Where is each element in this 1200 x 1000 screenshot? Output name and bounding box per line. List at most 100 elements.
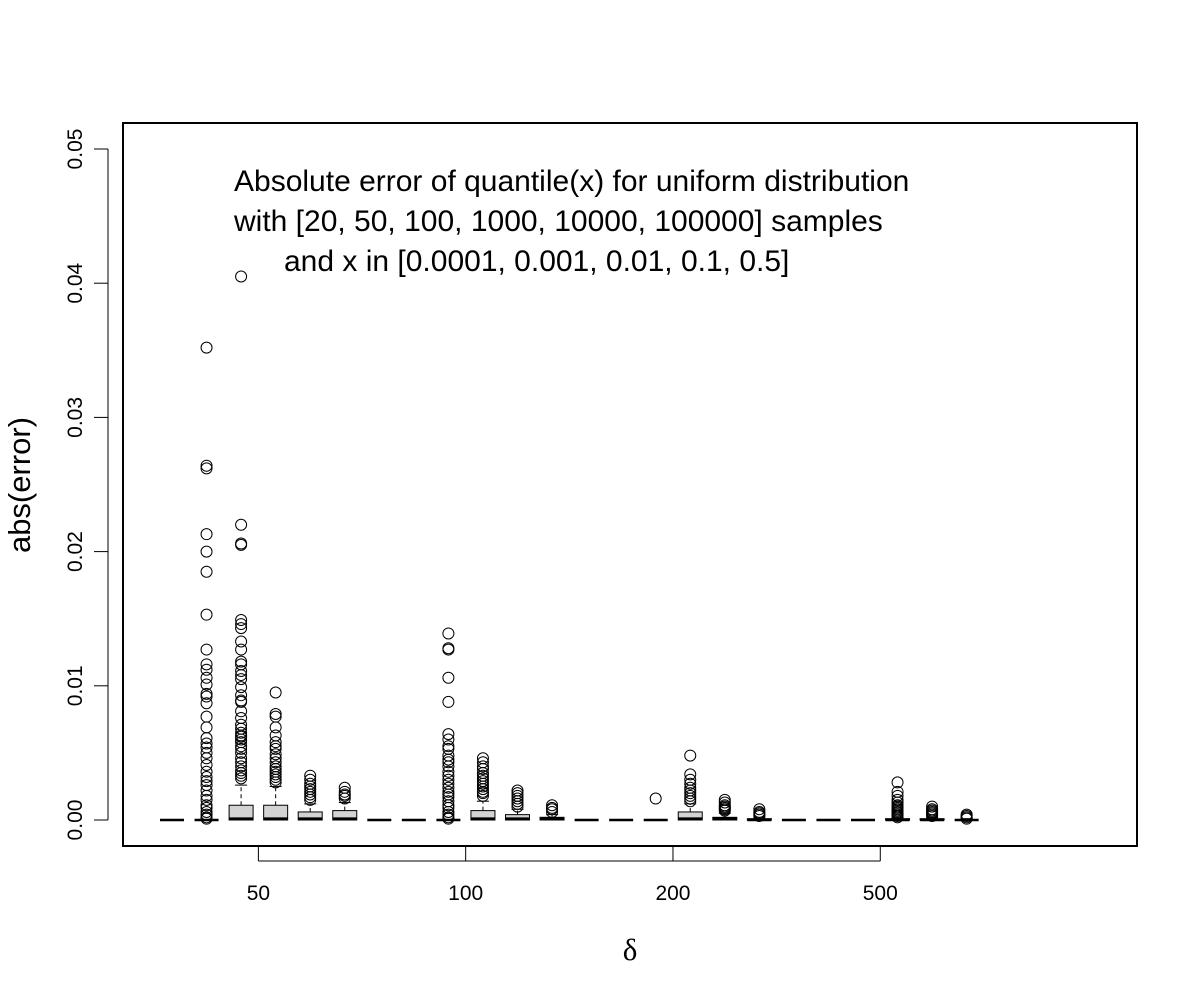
outlier-point bbox=[442, 760, 455, 773]
outlier-point bbox=[235, 733, 248, 746]
outlier-point bbox=[200, 793, 213, 806]
outlier-point bbox=[442, 812, 455, 825]
outlier-point bbox=[200, 765, 213, 778]
outlier-point bbox=[269, 756, 282, 769]
x-axis-label: δ bbox=[623, 932, 638, 967]
outlier-point bbox=[235, 742, 248, 755]
outlier-point bbox=[200, 746, 213, 759]
outlier-point bbox=[338, 785, 351, 798]
y-tick-label: 0.03 bbox=[64, 397, 87, 438]
outlier-point bbox=[304, 788, 317, 801]
outlier-point bbox=[442, 753, 455, 766]
boxplot-50-1 bbox=[194, 341, 219, 825]
outlier-point bbox=[546, 803, 559, 816]
outlier-point bbox=[684, 787, 697, 800]
y-tick-label: 0.02 bbox=[64, 531, 87, 572]
outlier-point bbox=[235, 538, 248, 551]
y-axis: 0.00 0.01 0.02 0.03 0.04 0.05 bbox=[64, 129, 109, 840]
outlier-point bbox=[684, 795, 697, 808]
outlier-point bbox=[442, 799, 455, 812]
x-tick-label: 50 bbox=[247, 882, 270, 905]
outlier-point bbox=[235, 270, 248, 283]
outlier-point bbox=[235, 655, 248, 668]
outlier-point bbox=[511, 800, 524, 813]
outlier-point bbox=[476, 783, 489, 796]
outlier-point bbox=[235, 730, 248, 743]
outlier-point bbox=[235, 769, 248, 782]
outlier-point bbox=[649, 792, 662, 805]
outlier-point bbox=[304, 793, 317, 806]
chart-title-line-2: with [20, 50, 100, 1000, 10000, 100000] … bbox=[233, 205, 883, 238]
outlier-point bbox=[718, 804, 731, 817]
outlier-point bbox=[200, 690, 213, 703]
outlier-point bbox=[200, 678, 213, 691]
outlier-point bbox=[442, 733, 455, 746]
outlier-point bbox=[200, 812, 213, 825]
boxplot-50-4 bbox=[297, 769, 323, 821]
boxplot-200-3 bbox=[677, 749, 703, 821]
outlier-point bbox=[684, 792, 697, 805]
outlier-point bbox=[235, 622, 248, 635]
x-axis: 50 100 200 500 bbox=[247, 847, 898, 905]
outlier-point bbox=[891, 811, 904, 824]
outlier-point bbox=[200, 737, 213, 750]
outlier-point bbox=[235, 712, 248, 725]
boxplot-100-3 bbox=[470, 752, 496, 821]
outlier-point bbox=[546, 805, 559, 818]
outlier-point bbox=[753, 803, 766, 816]
chart-title-line-1: Absolute error of quantile(x) for unifor… bbox=[234, 165, 909, 198]
outlier-point bbox=[442, 781, 455, 794]
outlier-point bbox=[269, 710, 282, 723]
outlier-point bbox=[684, 789, 697, 802]
outlier-point bbox=[269, 707, 282, 720]
boxplot-50-5 bbox=[332, 781, 358, 821]
outlier-point bbox=[200, 771, 213, 784]
outlier-point bbox=[200, 545, 213, 558]
boxplot-50-2 bbox=[228, 270, 254, 821]
outlier-point bbox=[200, 784, 213, 797]
outlier-point bbox=[235, 746, 248, 759]
outlier-point bbox=[235, 760, 248, 773]
outlier-point bbox=[200, 775, 213, 788]
outlier-point bbox=[269, 686, 282, 699]
outlier-point bbox=[200, 658, 213, 671]
outlier-point bbox=[235, 681, 248, 694]
outlier-point bbox=[891, 776, 904, 789]
outlier-point bbox=[753, 809, 766, 822]
outlier-point bbox=[235, 518, 248, 531]
outlier-point bbox=[304, 773, 317, 786]
outlier-point bbox=[200, 528, 213, 541]
boxplot-50-3 bbox=[263, 686, 289, 821]
outlier-point bbox=[235, 669, 248, 682]
outlier-point bbox=[684, 777, 697, 790]
outlier-point bbox=[442, 756, 455, 769]
outlier-point bbox=[235, 618, 248, 631]
outlier-point bbox=[684, 749, 697, 762]
y-axis-label: abs(error) bbox=[2, 417, 37, 553]
x-tick-label: 100 bbox=[448, 882, 483, 905]
outlier-point bbox=[442, 728, 455, 741]
outlier-point bbox=[442, 671, 455, 684]
outlier-point bbox=[442, 627, 455, 640]
outlier-point bbox=[235, 705, 248, 718]
outlier-point bbox=[200, 799, 213, 812]
outlier-point bbox=[338, 792, 351, 805]
outlier-point bbox=[235, 767, 248, 780]
outlier-point bbox=[476, 763, 489, 776]
outlier-point bbox=[200, 341, 213, 354]
outlier-point bbox=[684, 768, 697, 781]
outlier-point bbox=[235, 643, 248, 656]
boxplot-500-4 bbox=[919, 800, 945, 822]
outlier-point bbox=[200, 687, 213, 700]
outlier-point bbox=[200, 462, 213, 475]
outlier-point bbox=[200, 697, 213, 710]
x-tick-label: 500 bbox=[863, 882, 898, 905]
plot-frame bbox=[122, 122, 1138, 847]
outlier-point bbox=[235, 635, 248, 648]
outlier-point bbox=[200, 459, 213, 472]
outlier-point bbox=[235, 695, 248, 708]
outlier-point bbox=[476, 780, 489, 793]
outlier-point bbox=[269, 776, 282, 789]
outlier-point bbox=[718, 796, 731, 809]
boxplot-200-5 bbox=[746, 803, 772, 822]
